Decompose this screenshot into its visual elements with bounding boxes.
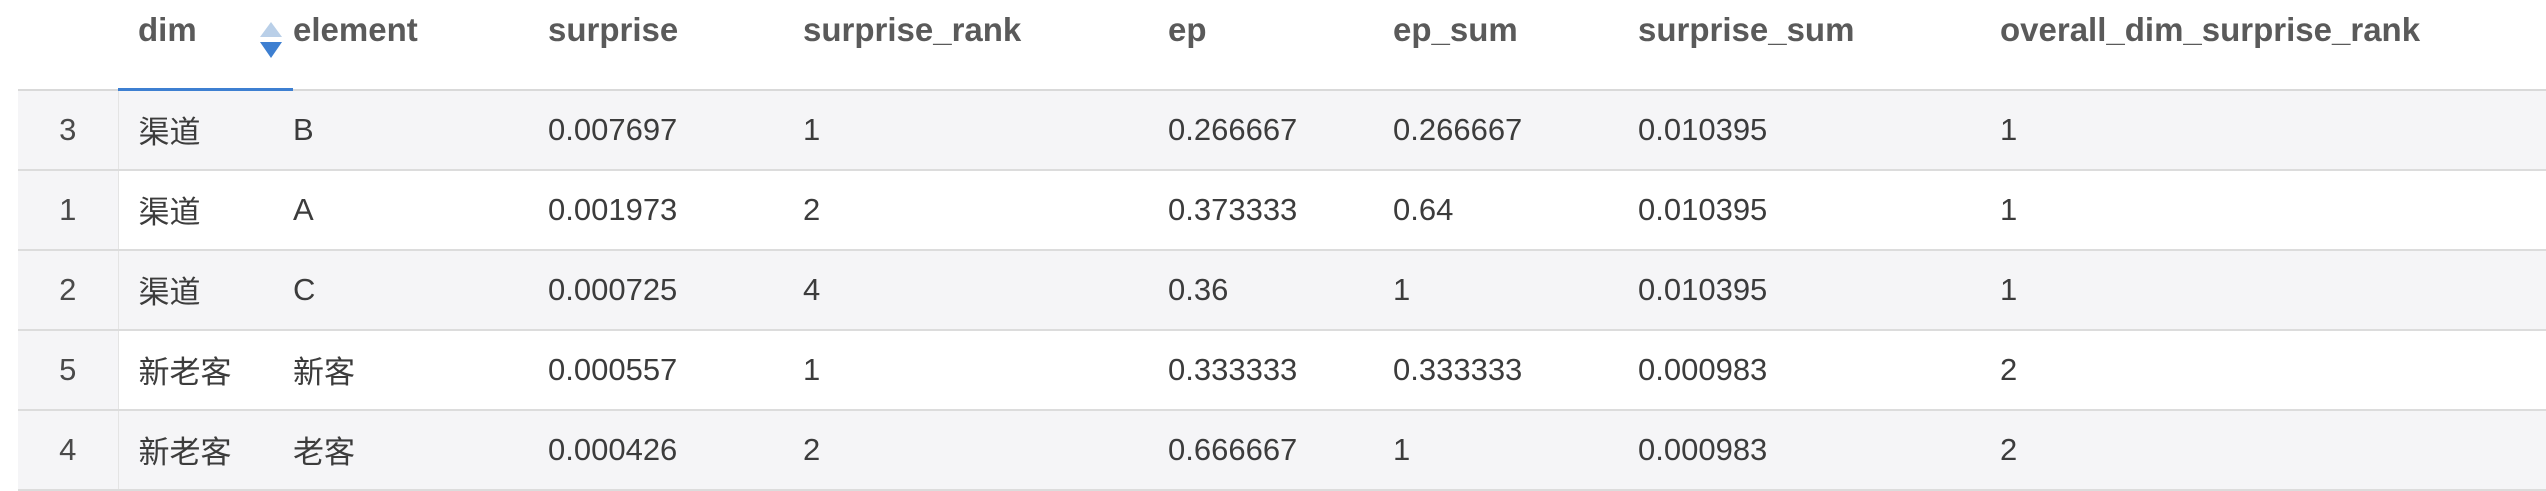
cell-ep-sum: 0.333333: [1393, 329, 1638, 411]
cell-overall-dim-surprise-rank: 1: [2000, 89, 2546, 171]
cell-dim: 新老客: [118, 409, 293, 491]
column-header-ep[interactable]: ep: [1168, 0, 1393, 91]
index-header: [18, 0, 118, 91]
column-header-overall-dim-surprise-rank[interactable]: overall_dim_surprise_rank: [2000, 0, 2546, 91]
cell-surprise-rank: 2: [803, 169, 1168, 251]
cell-ep: 0.266667: [1168, 89, 1393, 171]
cell-surprise: 0.000557: [548, 329, 803, 411]
cell-surprise: 0.000426: [548, 409, 803, 491]
column-header-ep-sum[interactable]: ep_sum: [1393, 0, 1638, 91]
cell-surprise-rank: 4: [803, 249, 1168, 331]
table-row[interactable]: 1 渠道 A 0.001973 2 0.373333 0.64 0.010395…: [18, 169, 2546, 251]
sort-up-down-icon[interactable]: [258, 20, 284, 60]
row-index: 3: [18, 89, 119, 171]
cell-element: C: [293, 249, 548, 331]
cell-surprise-rank: 2: [803, 409, 1168, 491]
table-row[interactable]: 5 新老客 新客 0.000557 1 0.333333 0.333333 0.…: [18, 329, 2546, 411]
cell-surprise-sum: 0.010395: [1638, 249, 2000, 331]
cell-surprise: 0.000725: [548, 249, 803, 331]
cell-overall-dim-surprise-rank: 1: [2000, 249, 2546, 331]
cell-ep: 0.36: [1168, 249, 1393, 331]
data-table: dim element surprise surprise_rank ep ep…: [18, 0, 2546, 491]
cell-ep: 0.333333: [1168, 329, 1393, 411]
cell-element: B: [293, 89, 548, 171]
column-header-element[interactable]: element: [293, 0, 548, 91]
column-header-surprise-sum[interactable]: surprise_sum: [1638, 0, 2000, 91]
cell-ep-sum: 1: [1393, 249, 1638, 331]
row-index: 2: [18, 249, 119, 331]
header-row: dim element surprise surprise_rank ep ep…: [18, 0, 2546, 91]
column-header-surprise[interactable]: surprise: [548, 0, 803, 91]
cell-surprise-sum: 0.010395: [1638, 169, 2000, 251]
cell-ep-sum: 0.64: [1393, 169, 1638, 251]
row-index: 5: [18, 329, 119, 411]
cell-overall-dim-surprise-rank: 2: [2000, 409, 2546, 491]
cell-overall-dim-surprise-rank: 2: [2000, 329, 2546, 411]
cell-surprise-sum: 0.010395: [1638, 89, 2000, 171]
cell-ep-sum: 0.266667: [1393, 89, 1638, 171]
cell-element: A: [293, 169, 548, 251]
table-row[interactable]: 3 渠道 B 0.007697 1 0.266667 0.266667 0.01…: [18, 89, 2546, 171]
column-header-dim[interactable]: dim: [118, 0, 293, 91]
cell-ep-sum: 1: [1393, 409, 1638, 491]
cell-dim: 渠道: [118, 169, 293, 251]
cell-surprise: 0.001973: [548, 169, 803, 251]
cell-surprise-sum: 0.000983: [1638, 329, 2000, 411]
table-row[interactable]: 4 新老客 老客 0.000426 2 0.666667 1 0.000983 …: [18, 409, 2546, 491]
table-row[interactable]: 2 渠道 C 0.000725 4 0.36 1 0.010395 1: [18, 249, 2546, 331]
cell-surprise-rank: 1: [803, 329, 1168, 411]
cell-surprise: 0.007697: [548, 89, 803, 171]
row-index: 1: [18, 169, 119, 251]
column-header-label: dim: [138, 11, 197, 48]
data-table-container: dim element surprise surprise_rank ep ep…: [18, 0, 2546, 491]
cell-overall-dim-surprise-rank: 1: [2000, 169, 2546, 251]
cell-surprise-rank: 1: [803, 89, 1168, 171]
cell-dim: 新老客: [118, 329, 293, 411]
column-header-surprise-rank[interactable]: surprise_rank: [803, 0, 1168, 91]
cell-element: 老客: [293, 409, 548, 491]
cell-element: 新客: [293, 329, 548, 411]
cell-dim: 渠道: [118, 89, 293, 171]
cell-surprise-sum: 0.000983: [1638, 409, 2000, 491]
cell-dim: 渠道: [118, 249, 293, 331]
cell-ep: 0.666667: [1168, 409, 1393, 491]
row-index: 4: [18, 409, 119, 491]
cell-ep: 0.373333: [1168, 169, 1393, 251]
